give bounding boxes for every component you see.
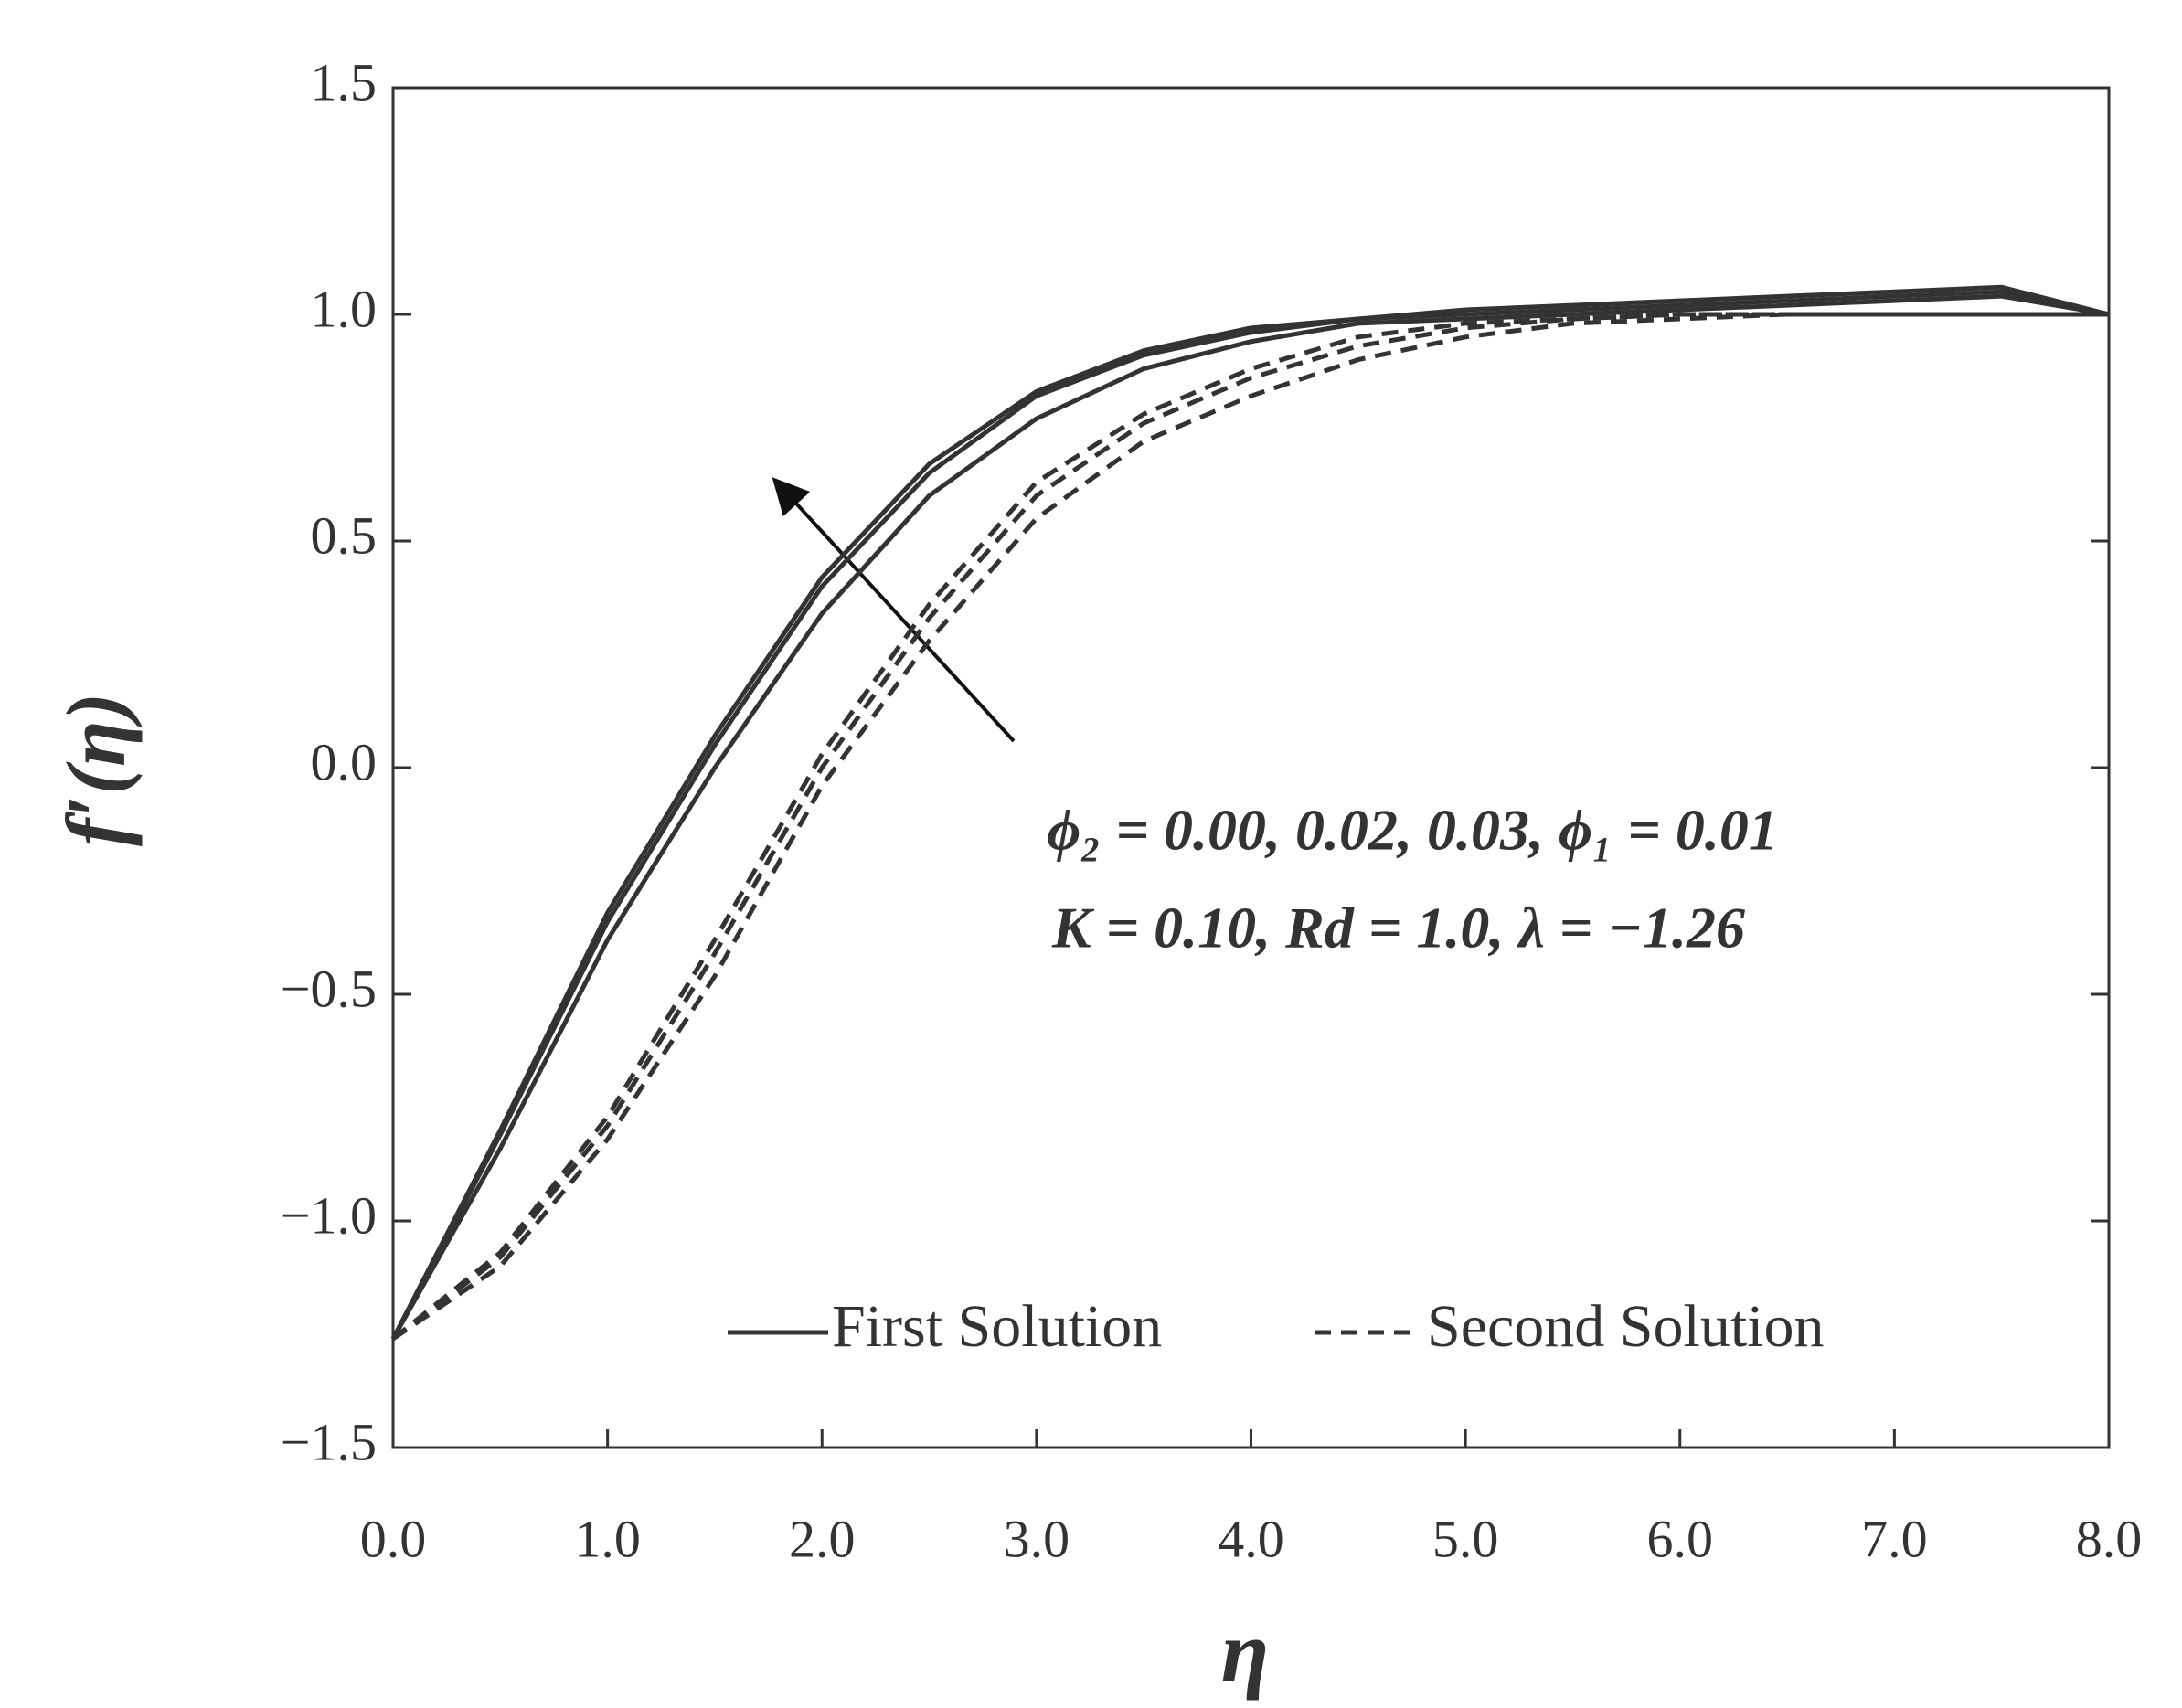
x-tick-label: 8.0 xyxy=(2076,1509,2143,1568)
legend-label: Second Solution xyxy=(1427,1293,1825,1360)
annotation: K = 0.10, Rd = 1.0, λ = −1.26 xyxy=(1051,896,1745,960)
data-line xyxy=(390,284,2110,1341)
x-tick-label: 6.0 xyxy=(1647,1509,1714,1568)
x-tick-label: 7.0 xyxy=(1861,1509,1928,1568)
data-line xyxy=(390,293,2110,1341)
x-tick-label: 0.0 xyxy=(360,1509,427,1568)
y-axis-label: f′(η) xyxy=(49,693,143,846)
legend-label: First Solution xyxy=(832,1293,1162,1360)
y-tick-label: −1.0 xyxy=(281,1185,377,1245)
annotation: ϕ₂ = 0.00, 0.02, 0.03, ϕ₁ = 0.01 xyxy=(1047,798,1778,863)
y-tick-label: 0.5 xyxy=(311,505,378,565)
y-tick-label: −1.5 xyxy=(281,1412,377,1471)
x-tick-label: 3.0 xyxy=(1004,1509,1070,1568)
x-tick-label: 5.0 xyxy=(1432,1509,1499,1568)
x-tick-label: 4.0 xyxy=(1218,1509,1284,1568)
y-tick-label: −0.5 xyxy=(281,959,377,1018)
x-tick-label: 2.0 xyxy=(789,1509,856,1568)
trend-arrow xyxy=(772,477,1016,743)
data-line xyxy=(391,312,2109,1342)
y-tick-label: 1.0 xyxy=(311,279,378,338)
data-line xyxy=(390,289,2110,1341)
y-tick-label: 0.0 xyxy=(311,732,378,791)
x-tick-label: 1.0 xyxy=(574,1509,641,1568)
y-tick-label: 1.5 xyxy=(311,52,378,111)
x-axis-label: η xyxy=(1221,1603,1270,1701)
